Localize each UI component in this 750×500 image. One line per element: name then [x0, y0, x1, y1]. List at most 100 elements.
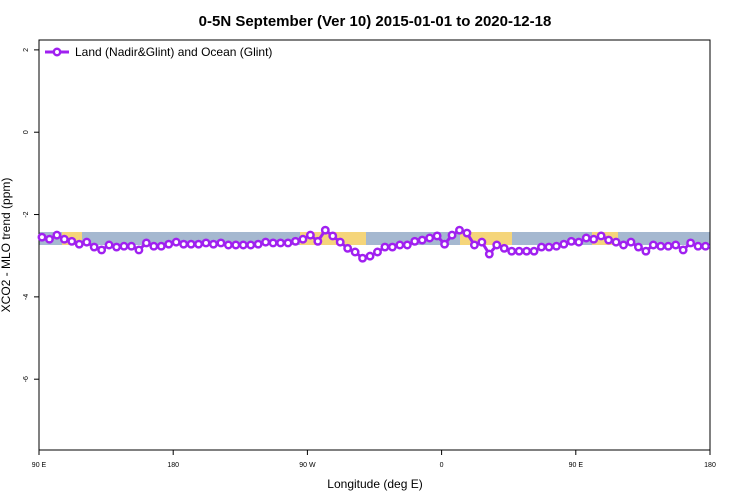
point — [522, 246, 532, 256]
point — [216, 238, 226, 248]
point — [678, 245, 688, 255]
point — [223, 240, 233, 250]
y-tick-label: 2 — [23, 48, 30, 52]
point — [97, 245, 107, 255]
point — [596, 231, 606, 241]
point — [484, 249, 494, 259]
point — [298, 234, 308, 244]
point — [455, 225, 464, 235]
point — [59, 234, 69, 244]
point — [112, 242, 121, 252]
point — [156, 241, 166, 251]
point — [432, 231, 442, 241]
point — [440, 239, 450, 249]
point — [365, 251, 375, 261]
y-tick-label: -2 — [23, 211, 30, 217]
point — [663, 241, 673, 251]
point — [179, 239, 189, 249]
point — [119, 241, 129, 251]
point — [551, 241, 561, 251]
point — [514, 246, 524, 256]
point — [619, 240, 628, 250]
legend-label: Land (Nadir&Glint) and Ocean (Glint) — [75, 45, 272, 59]
point — [44, 234, 54, 244]
point — [320, 225, 330, 235]
x-tick-label: 180 — [704, 462, 716, 469]
point — [693, 241, 703, 251]
point — [701, 241, 710, 251]
point — [89, 242, 99, 252]
point — [238, 240, 248, 250]
point — [544, 242, 554, 252]
point — [633, 242, 643, 252]
point — [126, 241, 136, 251]
point — [194, 239, 203, 249]
point — [358, 253, 368, 263]
point — [164, 239, 174, 249]
point — [186, 239, 196, 249]
point — [447, 230, 457, 240]
point — [387, 242, 397, 252]
point — [499, 243, 509, 253]
point — [305, 230, 315, 240]
point — [589, 234, 599, 244]
point — [52, 230, 62, 240]
point — [67, 236, 77, 246]
point — [268, 238, 278, 248]
x-tick-label: 90 W — [299, 462, 316, 469]
point — [395, 240, 405, 250]
point — [291, 236, 300, 246]
point — [492, 240, 502, 250]
point — [171, 237, 181, 247]
point — [373, 247, 382, 257]
point — [417, 235, 427, 245]
point — [209, 239, 218, 249]
point — [276, 238, 286, 248]
point — [231, 240, 241, 250]
y-tick-label: 0 — [23, 130, 30, 134]
y-axis-label: XCO2 - MLO trend (ppm) — [0, 178, 13, 313]
point — [671, 240, 681, 250]
point — [425, 233, 435, 243]
point — [149, 241, 159, 251]
point — [462, 228, 472, 238]
point — [648, 240, 658, 250]
point — [134, 245, 144, 255]
point — [37, 232, 47, 242]
x-tick-label: 0 — [440, 462, 444, 469]
point — [253, 239, 263, 249]
point — [529, 246, 539, 256]
point — [343, 243, 353, 253]
point — [201, 238, 211, 248]
chart-title: 0-5N September (Ver 10) 2015-01-01 to 20… — [199, 13, 552, 30]
point — [246, 240, 256, 250]
point — [604, 235, 614, 245]
point — [626, 237, 636, 247]
point — [641, 246, 651, 256]
point — [328, 231, 338, 241]
point — [574, 237, 584, 247]
point — [469, 240, 479, 250]
point — [507, 246, 517, 256]
point — [82, 237, 92, 247]
point — [611, 237, 621, 247]
point — [104, 240, 114, 250]
x-tick-label: 90 E — [569, 462, 584, 469]
point — [313, 236, 323, 246]
x-tick-label: 180 — [167, 462, 179, 469]
point — [537, 242, 546, 252]
y-tick-label: -4 — [23, 294, 30, 300]
point — [380, 242, 390, 252]
point — [477, 237, 487, 247]
point — [74, 239, 84, 249]
point — [410, 236, 420, 246]
point — [656, 241, 666, 251]
point — [141, 238, 151, 248]
point — [350, 247, 360, 257]
point — [335, 237, 345, 247]
point — [566, 236, 576, 246]
x-tick-label: 90 E — [32, 462, 47, 469]
plot-frame — [38, 39, 711, 451]
point — [283, 238, 293, 248]
